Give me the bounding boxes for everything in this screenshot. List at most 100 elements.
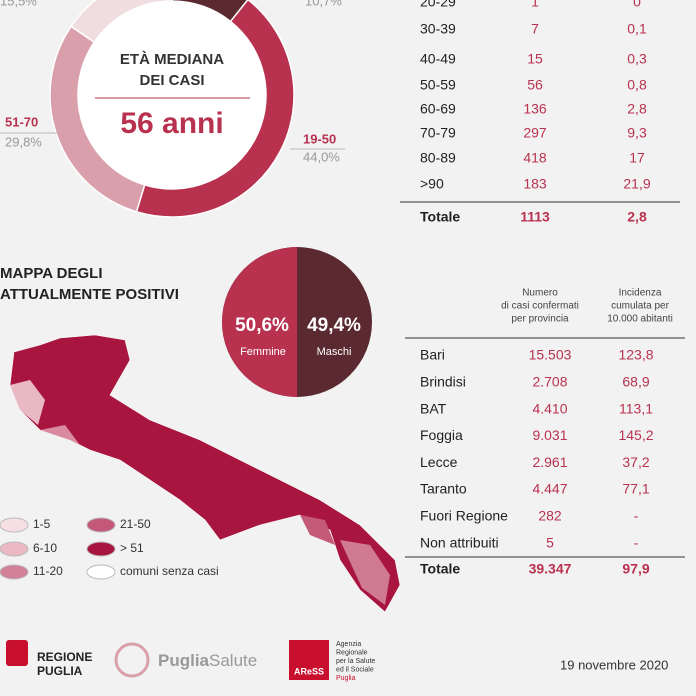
legend-swatch: [86, 541, 116, 557]
legend-swatch: [0, 541, 29, 557]
age-cases: 1: [531, 0, 539, 10]
segment-value: 29,8%: [5, 134, 42, 149]
province-name: Fuori Regione: [420, 508, 508, 524]
age-cases: 183: [523, 176, 547, 192]
age-incidence: 2,8: [627, 101, 647, 117]
age-incidence: 0,3: [627, 51, 647, 67]
age-group: 40-49: [420, 51, 456, 67]
age-incidence: 0,8: [627, 77, 647, 93]
map-title: ATTUALMENTE POSITIVI: [0, 286, 179, 303]
header: di casi confermati: [501, 301, 579, 312]
age-incidence: 21,9: [623, 176, 650, 192]
date: 19 novembre 2020: [560, 657, 668, 672]
aress-logo: [289, 640, 329, 680]
age-group: 20-29: [420, 0, 456, 10]
age-group: 60-69: [420, 101, 456, 117]
age-group: 50-59: [420, 77, 456, 93]
total-incidence: 97,9: [622, 561, 649, 577]
region-name: REGIONE: [37, 650, 92, 664]
province-cases: 5: [546, 534, 554, 550]
age-cases: 15: [527, 51, 543, 67]
segment-label: 19-50: [303, 131, 336, 146]
aress-desc: Puglia: [336, 675, 356, 682]
male-label: Maschi: [317, 346, 352, 358]
female-label: Femmine: [240, 346, 286, 358]
header: 10.000 abitanti: [607, 314, 673, 325]
header: Numero: [522, 288, 558, 299]
age-incidence: 9,3: [627, 125, 647, 141]
region-logo: [6, 640, 28, 666]
region-shape: [9, 334, 401, 613]
province-name: Foggia: [420, 427, 463, 443]
legend-swatch: [0, 564, 29, 580]
map: [9, 334, 401, 613]
donut-center: [78, 1, 266, 189]
legend-swatch: [86, 564, 116, 580]
age-cases: 56: [527, 77, 543, 93]
age-cases: 418: [523, 150, 547, 166]
age-cases: 7: [531, 21, 539, 37]
province-name: Bari: [420, 347, 445, 363]
legend-label: 6-10: [33, 541, 57, 555]
segment-value: 10,7%: [305, 0, 342, 8]
age-group: >90: [420, 176, 444, 192]
province-cases: 2.708: [532, 374, 567, 390]
province-incidence: 68,9: [622, 374, 649, 390]
province-name: Lecce: [420, 454, 458, 470]
header: cumulata per: [611, 301, 669, 312]
aress-name: AReSS: [294, 666, 324, 676]
total-label: Totale: [420, 209, 460, 225]
legend-swatch: [86, 517, 116, 533]
area: [340, 540, 390, 605]
province-incidence: 123,8: [618, 347, 653, 363]
legend: 1-5 6-10 11-20 21-50 > 51 comuni senza casi: [0, 517, 219, 580]
age-table: 20-29 1 0 30-39 7 0,1 40-49 15 0,3 50-59 56 0,8 60-6…: [420, 0, 651, 192]
province-cases: 2.961: [532, 454, 567, 470]
legend-label: > 51: [120, 541, 144, 555]
age-cases: 297: [523, 125, 547, 141]
segment-label: 51-70: [5, 114, 38, 129]
province-name: BAT: [420, 400, 447, 416]
aress-desc: ed il Sociale: [336, 666, 374, 673]
aress-desc: Regionale: [336, 649, 368, 656]
legend-label: 1-5: [33, 517, 51, 531]
map-title: MAPPA DEGLI: [0, 265, 103, 282]
province-cases: 4.410: [532, 400, 567, 416]
header: per provincia: [511, 314, 569, 325]
header: Incidenza: [619, 288, 662, 299]
age-incidence: 0: [633, 0, 641, 10]
region-name: PUGLIA: [37, 664, 83, 678]
province-name: Taranto: [420, 481, 467, 497]
segment-value: 44,0%: [303, 149, 340, 164]
footer: REGIONE PUGLIA PugliaSalute AReSS Agenzi…: [6, 640, 668, 682]
salute-logo: [114, 642, 150, 678]
age-cases: 136: [523, 101, 547, 117]
province-name: Non attribuiti: [420, 534, 499, 550]
province-incidence: 37,2: [622, 454, 649, 470]
donut-title: DEI CASI: [139, 72, 204, 89]
province-name: Brindisi: [420, 374, 466, 390]
age-group: 80-89: [420, 150, 456, 166]
legend-label: 21-50: [120, 517, 151, 531]
age-group: 30-39: [420, 21, 456, 37]
age-incidence: 17: [629, 150, 645, 166]
area: [300, 515, 335, 545]
area: [10, 380, 45, 425]
legend-label: 11-20: [33, 564, 63, 578]
male-value: 49,4%: [307, 315, 361, 336]
province-cases: 9.031: [532, 427, 567, 443]
salute-name: PugliaSalute: [158, 651, 257, 670]
province-table: Numero di casi confermati per provincia Inc…: [420, 288, 673, 551]
province-incidence: 113,1: [619, 400, 653, 416]
age-group: 70-79: [420, 125, 456, 141]
legend-label: comuni senza casi: [120, 564, 219, 578]
province-cases: 282: [538, 508, 562, 524]
median-age: 56 anni: [120, 107, 223, 140]
donut-title: ETÀ MEDIANA: [120, 51, 224, 68]
aress-desc: Agenzia: [336, 641, 361, 648]
total-incidence: 2,8: [627, 209, 647, 225]
province-incidence: 145,2: [618, 427, 653, 443]
gender-female: [222, 247, 297, 397]
legend-swatch: [0, 517, 29, 533]
